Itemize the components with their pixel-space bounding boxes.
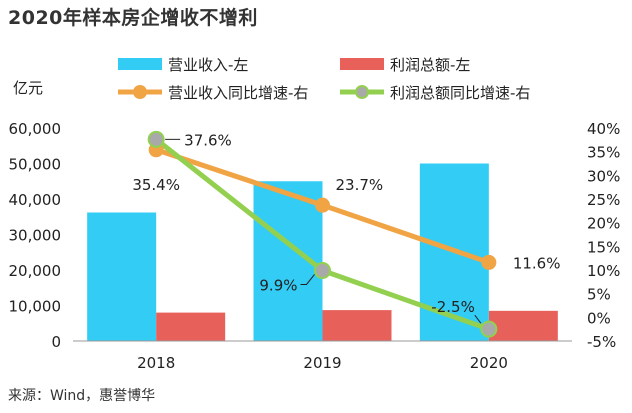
point-profit-growth-2019: [314, 261, 331, 279]
x-tick-label: 2018: [137, 354, 175, 372]
bar-profit-2020: [488, 310, 558, 341]
y-axis-unit: 亿元: [13, 79, 43, 97]
point-revenue-growth-2020: [481, 254, 497, 270]
y2-tick-label: 30%: [587, 167, 620, 185]
y2-tick-label: 35%: [587, 144, 620, 162]
y-tick-label: 40,000: [9, 191, 62, 209]
data-label: 11.6%: [513, 254, 561, 272]
leader-line: [300, 274, 315, 285]
legend-label: 利润总额同比增速-右: [390, 84, 530, 102]
data-label: 35.4%: [132, 176, 180, 194]
legend-marker: [133, 85, 147, 99]
y-tick-label: 50,000: [9, 156, 62, 174]
legend-swatch: [340, 58, 384, 70]
y2-tick-label: 40%: [587, 120, 620, 138]
point-profit-growth-2020: [480, 320, 498, 338]
y-tick-label: 60,000: [9, 120, 62, 138]
legend-marker: [355, 85, 369, 99]
source-note: 来源：Wind，惠誉博华: [8, 388, 156, 404]
bar-profit-2019: [322, 310, 392, 341]
bar-revenue-2018: [87, 212, 157, 341]
y2-tick-label: 5%: [587, 286, 611, 304]
legend-label: 营业收入-左: [168, 56, 248, 74]
y-tick-label: 20,000: [9, 262, 62, 280]
data-label: 37.6%: [184, 131, 232, 149]
data-label: 23.7%: [336, 176, 384, 194]
point-revenue-growth-2019: [315, 197, 330, 213]
y2-tick-label: 25%: [587, 191, 620, 209]
y-tick-label: 10,000: [9, 298, 62, 316]
leader-line: [474, 314, 482, 324]
y2-tick-label: 15%: [587, 238, 620, 256]
data-label: 9.9%: [259, 276, 297, 294]
legend-swatch: [118, 58, 162, 70]
y2-tick-label: 0%: [587, 309, 611, 327]
y2-tick-label: -5%: [587, 333, 616, 351]
y-tick-label: 0: [51, 333, 61, 351]
legend-label: 利润总额-左: [390, 56, 470, 74]
x-tick-label: 2020: [470, 354, 508, 372]
y2-tick-label: 20%: [587, 215, 620, 233]
chart-title: 2020年样本房企增收不增利: [8, 7, 258, 29]
bar-profit-2018: [156, 312, 226, 341]
legend-label: 营业收入同比增速-右: [168, 84, 308, 102]
y-tick-label: 30,000: [9, 227, 62, 245]
data-label: -2.5%: [431, 298, 475, 316]
y2-tick-label: 10%: [587, 262, 620, 280]
point-profit-growth-2018: [147, 130, 165, 148]
x-tick-label: 2019: [303, 354, 341, 372]
